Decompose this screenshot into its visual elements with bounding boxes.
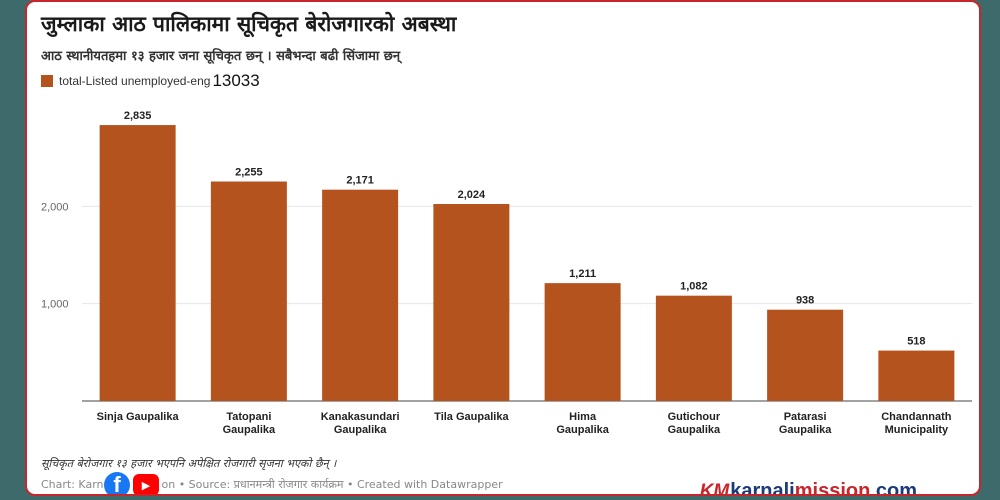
chart-title: जुम्लाका आठ पालिकामा सूचिकृत बेरोजगारको … [41, 12, 457, 36]
category-label: Municipality [885, 424, 949, 436]
legend-label: total-Listed unemployed-eng [59, 74, 211, 88]
bar-value-label: 1,211 [569, 268, 596, 280]
bar [210, 181, 287, 401]
bar [322, 189, 399, 401]
brand-part-karnali: karnali [730, 480, 795, 496]
category-label: Sinja Gaupalika [97, 411, 180, 423]
youtube-icon[interactable]: ▶ [133, 474, 159, 494]
credit-prefix: Chart: Karn [41, 478, 104, 491]
footer-credit: Chart: Karn on • Source: प्रधानमन्त्री रो… [41, 477, 503, 492]
bar [767, 309, 844, 401]
bar-value-label: 518 [907, 336, 925, 348]
bar [655, 295, 732, 401]
y-tick-label: 1,000 [41, 299, 69, 311]
category-label: Gaupalika [223, 424, 276, 436]
brand-logo: KM karnali mission .com [699, 480, 917, 496]
chart-subtitle: आठ स्थानीयतहमा १३ हजार जना सूचिकृत छन् ।… [41, 49, 401, 64]
bar-value-label: 2,171 [346, 175, 374, 187]
bar [878, 350, 955, 401]
bar-value-label: 2,024 [458, 189, 486, 201]
footer-note: सूचिकृत बेरोजगार १३ हजार भएपनि अपेक्षित … [41, 457, 337, 470]
category-label: Kanakasundari [321, 411, 400, 423]
brand-part-com: .com [870, 480, 917, 496]
bar-value-label: 938 [796, 295, 814, 307]
category-label: Chandannath [881, 411, 952, 423]
category-label: Gaupalika [556, 424, 609, 436]
legend-total: 13033 [212, 71, 260, 90]
category-label: Patarasi [784, 411, 827, 423]
category-label: Gaupalika [668, 424, 721, 436]
category-label: Tatopani [226, 411, 271, 423]
bar-chart: 1,000 2,000 2,835 Sinja Gaupalika 2,255 Tatop… [41, 110, 972, 436]
facebook-icon[interactable]: f [104, 472, 130, 494]
category-label: Gaupalika [779, 424, 832, 436]
legend: total-Listed unemployed-eng 13033 [41, 70, 260, 92]
legend-swatch [41, 75, 53, 87]
bar [433, 203, 510, 401]
category-label: Tila Gaupalika [434, 411, 509, 423]
credit-source: on • Source: प्रधानमन्त्री रोजगार कार्यक… [161, 478, 503, 491]
bar-value-label: 1,082 [680, 281, 708, 293]
category-label: Gutichour [668, 411, 721, 423]
bar-value-label: 2,835 [124, 110, 152, 122]
social-icons: f ▶ [104, 472, 159, 494]
chart-card: जुम्लाका आठ पालिकामा सूचिकृत बेरोजगारको … [25, 0, 981, 496]
bar-value-label: 2,255 [235, 167, 263, 179]
brand-part-mission: mission [794, 480, 871, 496]
y-tick-label: 2,000 [41, 201, 69, 213]
category-label: Hima [569, 411, 597, 423]
bar [544, 283, 621, 401]
category-label: Gaupalika [334, 424, 387, 436]
brand-mark: KM [699, 480, 730, 496]
bar [99, 125, 176, 401]
